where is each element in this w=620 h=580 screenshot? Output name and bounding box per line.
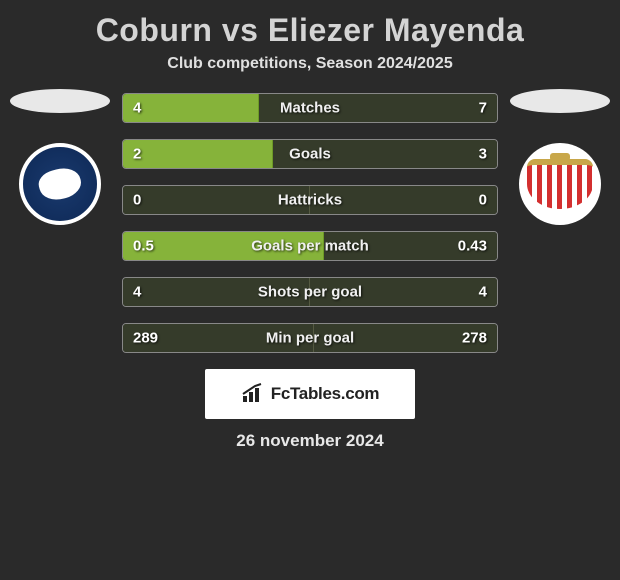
- stat-left-value: 0.5: [133, 238, 154, 255]
- stat-left-value: 4: [133, 100, 141, 117]
- date-line: 26 november 2024: [0, 431, 620, 451]
- millwall-badge-icon: [19, 143, 101, 225]
- stat-row: 4 7 Matches: [122, 93, 498, 123]
- left-player-column: [10, 89, 110, 225]
- sunderland-crest-shape: [527, 159, 593, 209]
- chart-icon: [241, 382, 265, 406]
- comparison-infographic: Coburn vs Eliezer Mayenda Club competiti…: [0, 0, 620, 451]
- page-title: Coburn vs Eliezer Mayenda: [0, 0, 620, 55]
- stat-right-value: 7: [479, 100, 487, 117]
- stat-label: Goals per match: [251, 238, 369, 255]
- stat-label: Goals: [289, 146, 331, 163]
- stat-label: Shots per goal: [258, 284, 362, 301]
- right-player-silhouette: [510, 89, 610, 113]
- stats-bars: 4 7 Matches 2 3 Goals 0 0 Hattricks 0.5 0.43 Goals …: [122, 89, 498, 353]
- left-player-silhouette: [10, 89, 110, 113]
- stat-left-value: 2: [133, 146, 141, 163]
- right-player-column: [510, 89, 610, 225]
- stat-row: 0.5 0.43 Goals per match: [122, 231, 498, 261]
- brand-footer: FcTables.com: [205, 369, 415, 419]
- subtitle: Club competitions, Season 2024/2025: [0, 55, 620, 89]
- stat-row: 4 4 Shots per goal: [122, 277, 498, 307]
- stat-bar-left-fill: [123, 140, 273, 168]
- stat-right-value: 0: [479, 192, 487, 209]
- stat-left-value: 4: [133, 284, 141, 301]
- sunderland-badge-icon: [519, 143, 601, 225]
- stat-row: 2 3 Goals: [122, 139, 498, 169]
- main-area: 4 7 Matches 2 3 Goals 0 0 Hattricks 0.5 0.43 Goals …: [0, 89, 620, 353]
- stat-label: Matches: [280, 100, 340, 117]
- stat-row: 0 0 Hattricks: [122, 185, 498, 215]
- stat-right-value: 0.43: [458, 238, 487, 255]
- stat-label: Min per goal: [266, 330, 354, 347]
- stat-left-value: 0: [133, 192, 141, 209]
- stat-row: 289 278 Min per goal: [122, 323, 498, 353]
- stat-right-value: 278: [462, 330, 487, 347]
- stat-left-value: 289: [133, 330, 158, 347]
- stat-right-value: 4: [479, 284, 487, 301]
- stat-bar-left-fill: [123, 94, 259, 122]
- stat-label: Hattricks: [278, 192, 342, 209]
- stat-right-value: 3: [479, 146, 487, 163]
- brand-text: FcTables.com: [271, 384, 380, 404]
